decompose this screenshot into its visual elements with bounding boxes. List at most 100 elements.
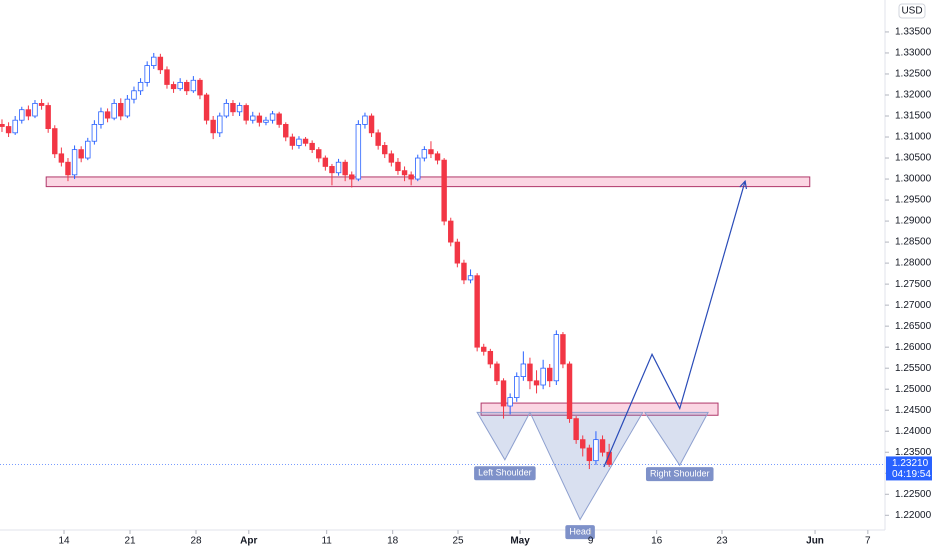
candle-body bbox=[263, 119, 269, 123]
label-background bbox=[474, 466, 536, 481]
pattern-label: Head bbox=[565, 525, 595, 540]
x-tick-label: Jun bbox=[806, 536, 824, 547]
candle-body bbox=[500, 380, 507, 407]
candle-body bbox=[203, 94, 210, 121]
candle-body bbox=[157, 56, 164, 71]
candle-body bbox=[527, 363, 533, 382]
y-tick-label: 1.32500 bbox=[895, 69, 932, 80]
y-tick-label: 1.26500 bbox=[895, 321, 932, 332]
candle-body bbox=[408, 174, 414, 180]
label-text: Left Shoulder bbox=[478, 468, 532, 478]
candle-body bbox=[560, 334, 566, 365]
y-tick-label: 1.25500 bbox=[895, 363, 932, 374]
candle-body bbox=[243, 105, 249, 121]
candle-body bbox=[454, 241, 461, 264]
y-tick-label: 1.23500 bbox=[895, 447, 932, 458]
candle-body bbox=[85, 140, 91, 159]
pattern-triangle bbox=[643, 411, 709, 467]
countdown: 04:19:54 bbox=[892, 469, 931, 480]
candle-body bbox=[137, 81, 144, 92]
candle-body bbox=[184, 81, 190, 92]
candle-body bbox=[91, 124, 98, 142]
x-tick-label: 7 bbox=[865, 536, 871, 547]
candle-body bbox=[362, 115, 368, 125]
candle-body bbox=[170, 84, 177, 90]
y-tick-label: 1.24000 bbox=[895, 426, 932, 437]
x-tick-label: 11 bbox=[321, 536, 332, 547]
candle-body bbox=[573, 418, 579, 441]
label-text: Right Shoulder bbox=[650, 468, 710, 478]
candle-body bbox=[514, 376, 520, 399]
y-tick-label: 1.26000 bbox=[895, 342, 932, 353]
candle-body bbox=[0, 124, 5, 127]
candle-body bbox=[210, 119, 216, 134]
y-tick-label: 1.33000 bbox=[895, 48, 932, 59]
pattern-label: Right Shoulder bbox=[645, 467, 714, 482]
candle-body bbox=[395, 161, 401, 172]
candle-body bbox=[342, 161, 348, 176]
candle-body bbox=[32, 102, 38, 117]
candle-body bbox=[256, 115, 263, 123]
axes: 1.220001.225001.230001.235001.240001.245… bbox=[58, 3, 932, 547]
candle-body bbox=[250, 115, 256, 121]
candle-body bbox=[316, 149, 322, 159]
y-tick-label: 1.29500 bbox=[895, 195, 932, 206]
candle-body bbox=[507, 397, 513, 407]
candle-body bbox=[98, 111, 104, 125]
currency-label[interactable]: USD bbox=[901, 6, 922, 17]
candle-body bbox=[421, 149, 428, 159]
y-tick-label: 1.31000 bbox=[895, 132, 932, 143]
candle-body bbox=[540, 367, 546, 386]
candle-body bbox=[52, 128, 58, 155]
candle-body bbox=[487, 350, 494, 365]
candle-body bbox=[12, 119, 18, 134]
candle-body bbox=[19, 109, 25, 121]
y-tick-label: 1.27000 bbox=[895, 300, 932, 311]
pattern-label: Left Shoulder bbox=[474, 466, 536, 481]
candle-body bbox=[289, 136, 296, 146]
x-tick-label: 21 bbox=[124, 536, 136, 547]
candle-body bbox=[283, 124, 289, 138]
candle-body bbox=[118, 102, 124, 117]
candle-body bbox=[296, 138, 302, 146]
y-tick-label: 1.27500 bbox=[895, 279, 932, 290]
x-tick-label: 25 bbox=[452, 536, 464, 547]
x-tick-label: 28 bbox=[190, 536, 202, 547]
y-tick-label: 1.25000 bbox=[895, 384, 932, 395]
pattern-triangle bbox=[529, 411, 644, 521]
candle-body bbox=[144, 65, 150, 83]
candle-body bbox=[164, 69, 170, 85]
label-background bbox=[565, 525, 595, 540]
candle-body bbox=[217, 115, 223, 134]
candle-body bbox=[494, 363, 500, 382]
candle-body bbox=[547, 367, 553, 382]
x-tick-label: 23 bbox=[716, 536, 728, 547]
label-text: Head bbox=[569, 526, 591, 536]
candle-body bbox=[467, 275, 474, 281]
candle-body bbox=[131, 90, 137, 100]
y-tick-label: 1.22000 bbox=[895, 510, 932, 521]
candle-body bbox=[335, 161, 342, 174]
y-tick-label: 1.31500 bbox=[895, 111, 932, 122]
y-tick-label: 1.30000 bbox=[895, 174, 932, 185]
y-tick-label: 1.28000 bbox=[895, 258, 932, 269]
y-tick-label: 1.32000 bbox=[895, 90, 932, 101]
candle-body bbox=[566, 363, 573, 420]
candle-body bbox=[65, 161, 71, 176]
price-badge bbox=[886, 456, 932, 481]
currency-button[interactable] bbox=[898, 3, 926, 19]
candle-body bbox=[368, 115, 375, 134]
candle-body bbox=[25, 109, 32, 117]
y-tick-label: 1.29000 bbox=[895, 216, 932, 227]
y-tick-label: 1.30500 bbox=[895, 153, 932, 164]
x-tick-label: 18 bbox=[387, 536, 399, 547]
y-tick-label: 1.22500 bbox=[895, 489, 932, 500]
x-tick-label: 16 bbox=[651, 536, 663, 547]
candle-body bbox=[349, 174, 355, 180]
candle-body bbox=[382, 145, 388, 155]
candle-body bbox=[5, 126, 12, 134]
candle-body bbox=[586, 447, 593, 462]
candle-body bbox=[481, 346, 487, 352]
candle-body bbox=[580, 439, 586, 449]
